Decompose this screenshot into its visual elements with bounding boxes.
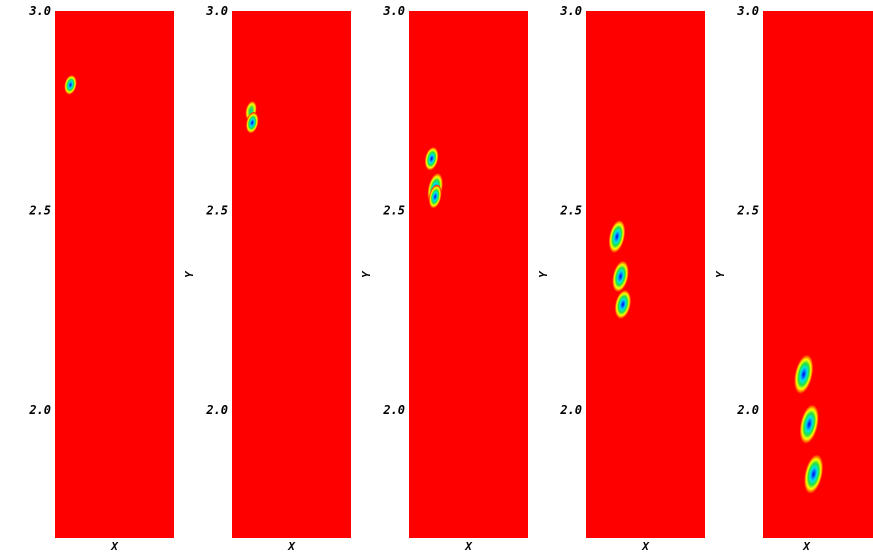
y-tick-label: 2.0: [736, 403, 759, 417]
y-tick-label: 2.5: [736, 204, 759, 218]
y-axis-label: Y: [183, 270, 196, 278]
field-background: [232, 11, 351, 538]
x-axis-label: X: [641, 540, 650, 553]
y-axis-label: Y: [360, 270, 373, 278]
panel-5: 3.0 2.5 2.0 Y X: [714, 4, 873, 553]
y-tick-label: 3.0: [559, 4, 582, 18]
field-background: [763, 11, 873, 538]
field-background: [55, 11, 174, 538]
panel-2: 3.0 2.5 2.0 Y X: [183, 4, 351, 553]
field-background: [586, 11, 705, 538]
y-tick-label: 2.0: [205, 403, 228, 417]
y-tick-label: 3.0: [382, 4, 405, 18]
y-tick-label: 2.5: [205, 204, 228, 218]
y-tick-label: 2.5: [382, 204, 405, 218]
y-tick-label: 2.5: [28, 204, 51, 218]
vortex-blob: [428, 184, 442, 209]
x-axis-label: X: [110, 540, 119, 553]
y-tick-label: 3.0: [205, 4, 228, 18]
y-tick-label: 3.0: [736, 4, 759, 18]
y-tick-label: 2.0: [559, 403, 582, 417]
field-background: [409, 11, 528, 538]
vortex-blob: [799, 404, 819, 444]
x-axis-label: X: [464, 540, 473, 553]
panel-3: 3.0 2.5 2.0 Y X: [360, 4, 528, 553]
y-tick-label: 2.0: [28, 403, 51, 417]
vortex-blob: [804, 454, 824, 494]
y-axis-label: Y: [537, 270, 550, 278]
panel-4: 3.0 2.5 2.0 Y X: [537, 4, 705, 553]
x-axis-label: X: [287, 540, 296, 553]
y-tick-label: 3.0: [28, 4, 51, 18]
vortex-blob: [608, 220, 626, 254]
vortex-blob: [794, 354, 814, 394]
vortex-blob: [614, 289, 632, 319]
vortex-blob: [424, 146, 439, 171]
vortex-blob: [612, 260, 629, 293]
vortex-blob: [245, 112, 259, 134]
panel-1: 3.0 2.5 2.0 X: [28, 4, 174, 553]
y-axis-label: Y: [714, 270, 727, 278]
y-tick-label: 2.5: [559, 204, 582, 218]
vortex-blob: [64, 75, 77, 95]
y-tick-label: 2.0: [382, 403, 405, 417]
x-axis-label: X: [802, 540, 811, 553]
panels-group: 3.0 2.5 2.0 X 3.0 2.5 2.0 Y X 3.0 2.5 2.0 Y X 3.0 2.5 2.…: [28, 4, 873, 553]
